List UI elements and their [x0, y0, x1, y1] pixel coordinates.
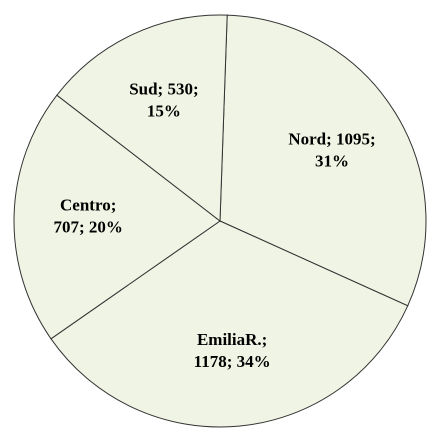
data-label: Centro; — [60, 196, 116, 215]
data-label: 707; 20% — [53, 218, 122, 237]
pie-slice — [50, 220, 409, 428]
data-label: EmiliaR.; — [197, 330, 267, 349]
data-label: 1178; 34% — [194, 352, 271, 371]
data-label: 15% — [147, 102, 181, 121]
pie-slice — [219, 14, 427, 307]
data-label: 31% — [315, 151, 349, 170]
data-label: Nord; 1095; — [288, 129, 375, 148]
data-label: Sud; 530; — [129, 80, 198, 99]
pie-slice — [13, 94, 221, 340]
pie-slice — [56, 14, 228, 222]
